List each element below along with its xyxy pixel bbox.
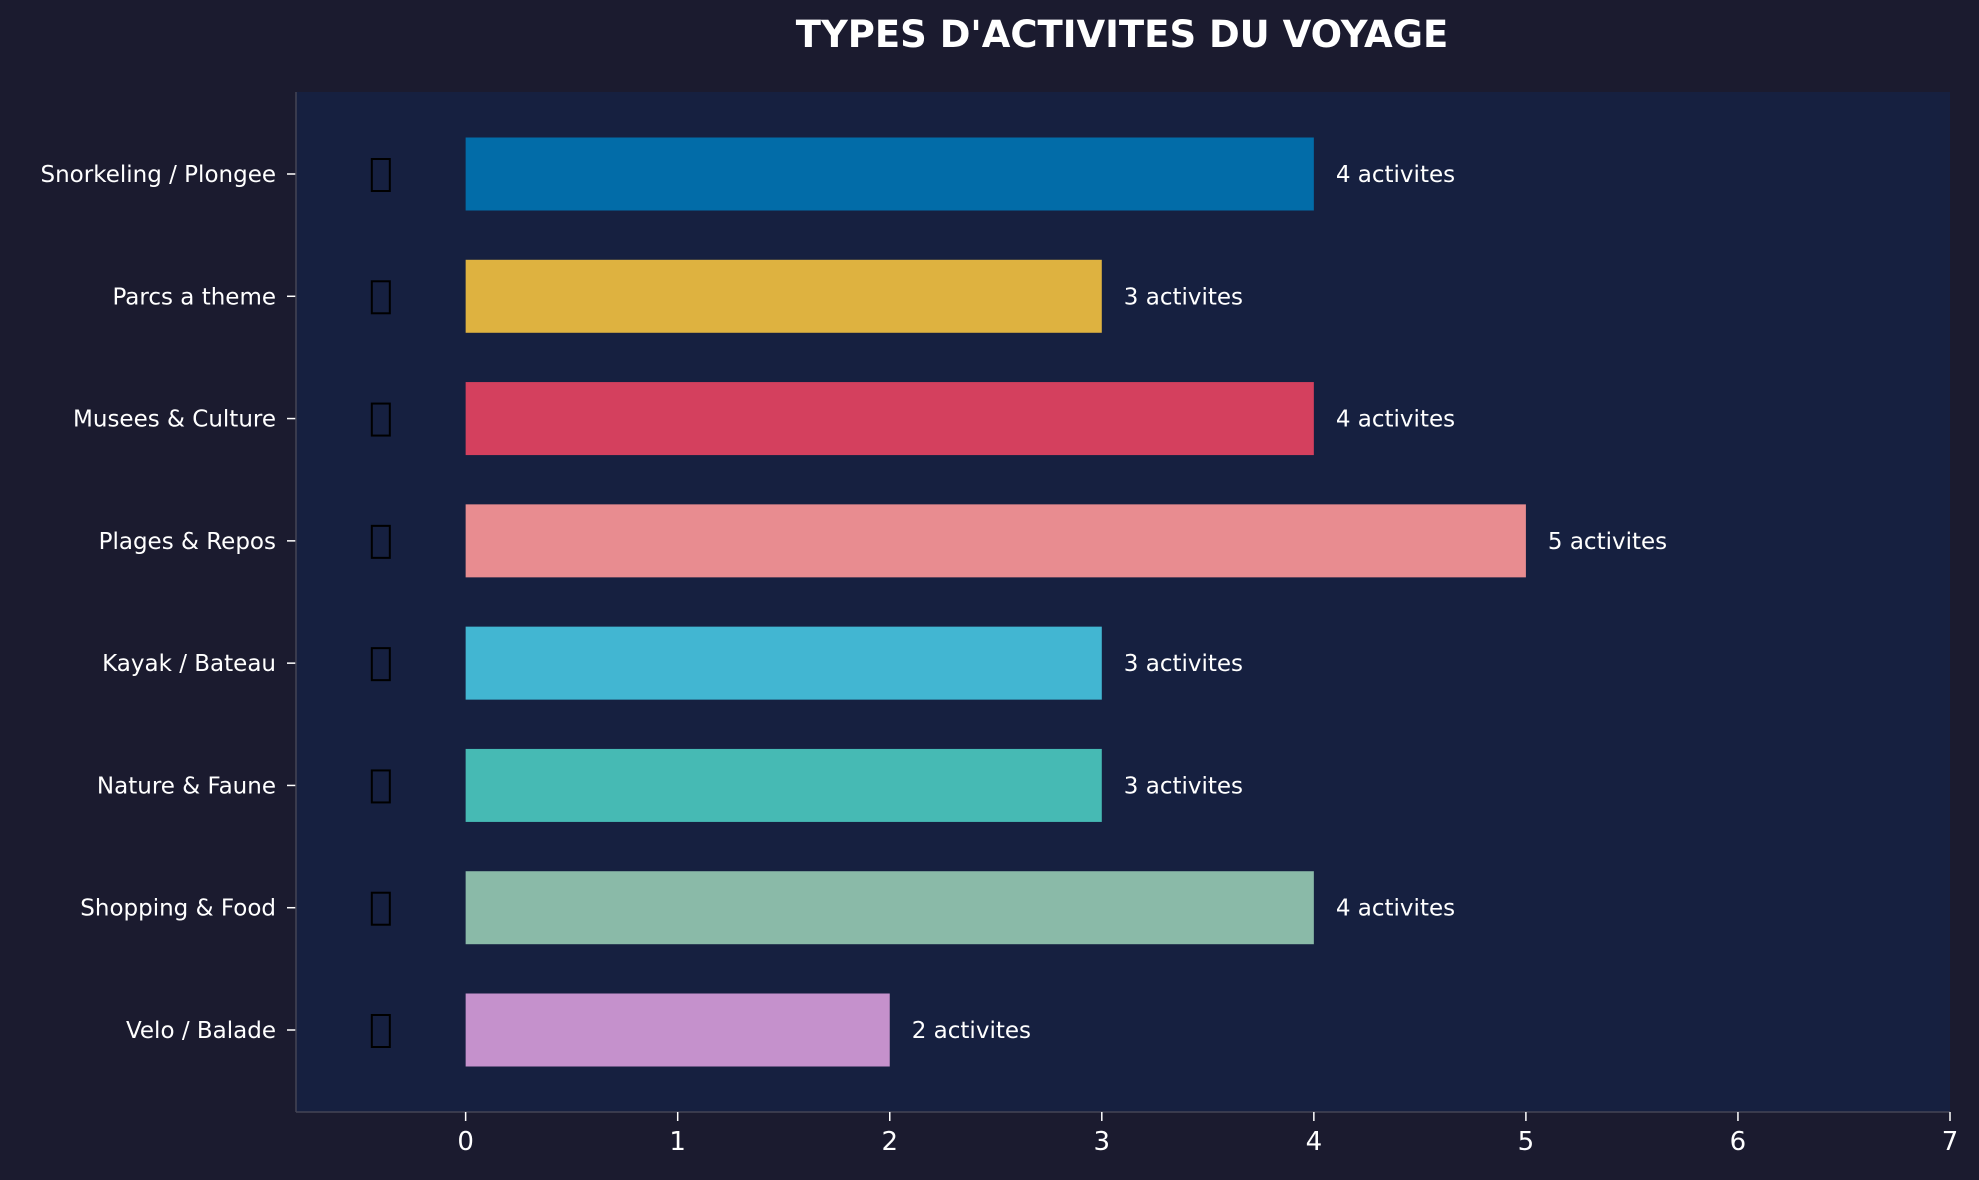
bar-2 [465, 259, 1102, 333]
bike-icon [370, 1014, 391, 1048]
ytick-label-7: Shopping & Food [80, 896, 276, 922]
xtick-label-2: 2 [881, 1127, 898, 1157]
ytick-label-4: Plages & Repos [99, 529, 276, 555]
value-label-5: 3 activites [1124, 651, 1243, 677]
ytick-label-8: Velo / Balade [126, 1018, 276, 1044]
bars-group [465, 137, 1526, 1067]
ytick-label-2: Parcs a theme [112, 284, 276, 310]
diving-icon [370, 158, 391, 192]
value-label-8: 2 activites [912, 1018, 1031, 1044]
bar-3 [465, 382, 1314, 456]
value-label-1: 4 activites [1336, 162, 1455, 188]
value-labels-group: 4 activites 3 activites 4 activites 5 activ… [912, 162, 1667, 1044]
bar-5 [465, 626, 1102, 700]
plot-area [296, 92, 1950, 1112]
value-label-3: 4 activites [1336, 407, 1455, 433]
ytick-label-5: Kayak / Bateau [102, 651, 276, 677]
theme-park-icon [370, 280, 391, 315]
y-axis: Snorkeling / Plongee Parcs a theme Musees … [41, 92, 297, 1112]
bar-6 [465, 748, 1102, 822]
xtick-label-3: 3 [1094, 1127, 1111, 1157]
kayak-icon [370, 647, 391, 682]
bar-4 [465, 504, 1526, 578]
icons-group [370, 158, 391, 1048]
ytick-label-6: Nature & Faune [97, 773, 276, 799]
value-label-6: 3 activites [1124, 773, 1243, 799]
shopping-icon [370, 891, 391, 926]
bar-1 [465, 137, 1314, 211]
x-axis: 0 1 2 3 4 5 6 7 [296, 1111, 1959, 1157]
xtick-label-5: 5 [1518, 1127, 1535, 1157]
ytick-label-3: Musees & Culture [73, 407, 276, 433]
xtick-label-4: 4 [1306, 1127, 1323, 1157]
value-label-4: 5 activites [1548, 529, 1667, 555]
xtick-label-0: 0 [457, 1127, 474, 1157]
value-label-7: 4 activites [1336, 896, 1455, 922]
value-label-2: 3 activites [1124, 284, 1243, 310]
xtick-label-7: 7 [1942, 1127, 1959, 1157]
ytick-label-1: Snorkeling / Plongee [41, 162, 277, 188]
xtick-label-1: 1 [669, 1127, 686, 1157]
bar-7 [465, 871, 1314, 945]
nature-icon [370, 769, 391, 804]
chart-title: TYPES D'ACTIVITES DU VOYAGE [796, 13, 1449, 56]
museum-icon [370, 402, 391, 437]
bar-8 [465, 993, 890, 1067]
beach-icon [370, 524, 391, 559]
xtick-label-6: 6 [1730, 1127, 1747, 1157]
